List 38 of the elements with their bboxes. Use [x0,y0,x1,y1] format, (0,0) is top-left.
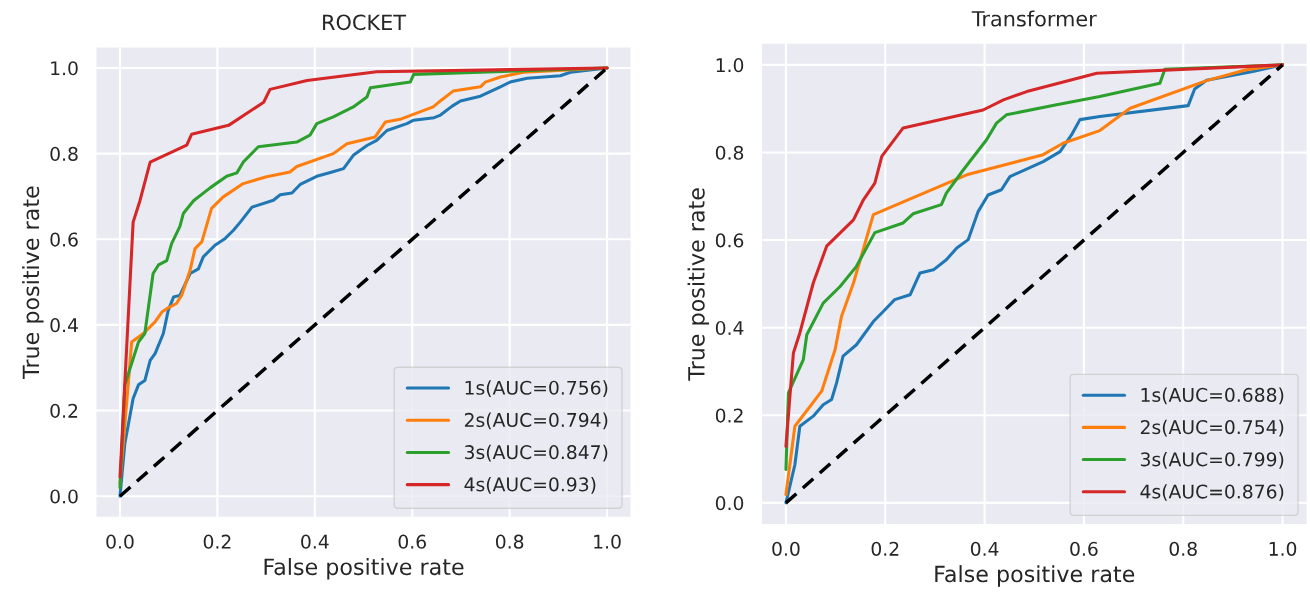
y-tick-label: 0.0 [715,496,744,511]
x-tick-label: 0.8 [495,534,524,549]
y-tick-label: 1.0 [716,58,744,73]
x-axis-title: False positive rate [935,565,1135,587]
legend-label: 4s(AUC=0.93) [464,476,596,494]
x-tick-label: 0.8 [1169,541,1197,556]
y-tick-label: 0.4 [50,318,78,333]
y-tick-label: 1.0 [51,61,78,76]
x-tick-label: 0.6 [1070,541,1098,556]
x-tick-label: 0.0 [106,534,134,549]
chart-title: Transformer [971,10,1097,27]
legend-label: 3s(AUC=0.799) [1140,451,1284,469]
x-tick-label: 1.0 [594,534,621,549]
y-tick-label: 0.0 [50,489,78,504]
x-tick-label: 0.2 [871,541,899,556]
y-axis-title: True positive rate [22,186,44,379]
y-tick-label: 0.8 [715,145,744,160]
x-tick-label: 0.2 [203,534,231,549]
legend-label: 3s(AUC=0.847) [464,444,608,462]
y-axis-title: True positive rate [687,188,710,381]
y-tick-label: 0.4 [715,320,744,336]
x-tick-label: 0.4 [301,534,329,549]
y-tick-label: 0.6 [715,233,744,248]
x-tick-label: 1.0 [1269,541,1297,556]
chart-title: ROCKET [323,14,407,31]
x-axis-title: False positive rate [264,557,464,580]
legend-label: 2s(AUC=0.754) [1140,419,1284,437]
y-tick-label: 0.8 [50,146,78,162]
legend-label: 4s(AUC=0.876) [1140,484,1284,501]
y-tick-label: 0.6 [50,232,78,247]
legend-label: 2s(AUC=0.794) [464,412,608,430]
y-tick-label: 0.2 [50,403,78,418]
legend-label: 1s(AUC=0.688) [1141,387,1284,405]
x-tick-label: 0.4 [970,541,999,556]
x-tick-label: 0.6 [398,534,426,549]
x-tick-label: 0.0 [772,541,800,556]
y-tick-label: 0.2 [715,408,743,423]
legend-label: 1s(AUC=0.756) [465,380,608,398]
